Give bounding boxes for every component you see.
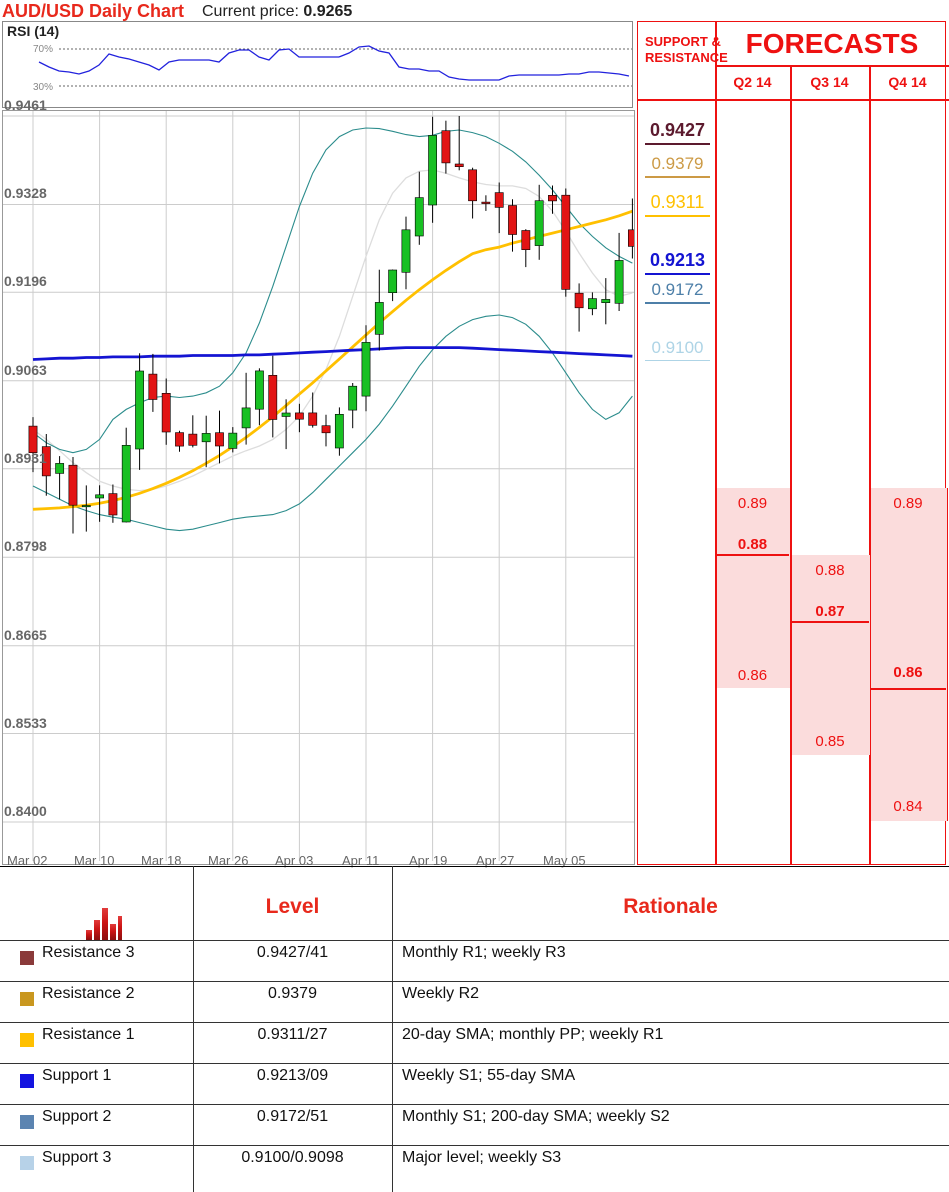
svg-text:30%: 30%	[33, 82, 53, 93]
svg-text:70%: 70%	[33, 44, 53, 55]
